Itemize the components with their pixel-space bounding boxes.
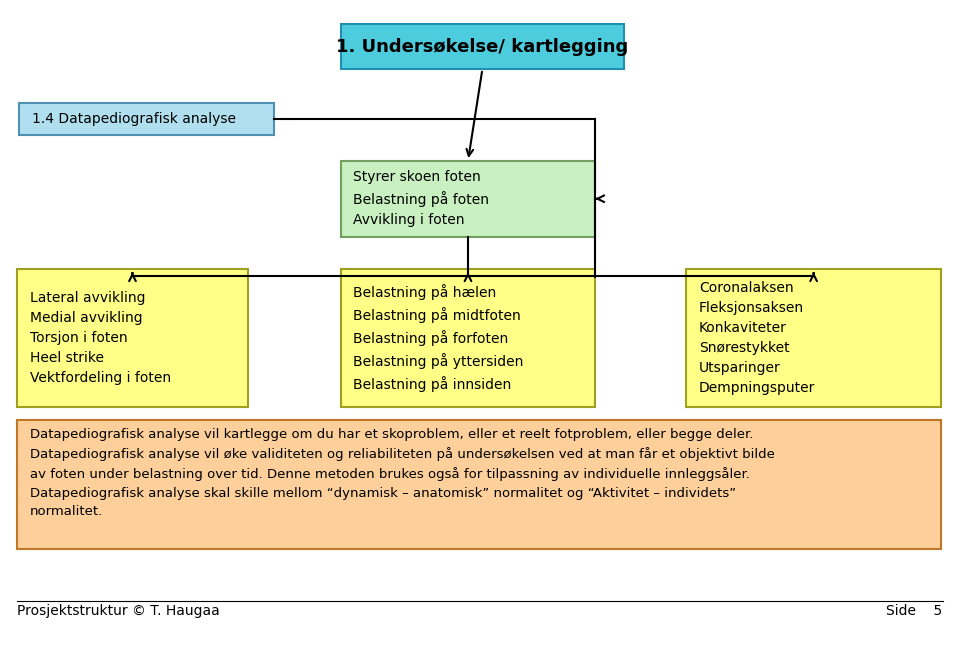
- FancyBboxPatch shape: [341, 24, 624, 69]
- FancyBboxPatch shape: [341, 161, 595, 237]
- Text: Datapediografisk analyse vil kartlegge om du har et skoproblem, eller et reelt f: Datapediografisk analyse vil kartlegge o…: [30, 428, 775, 518]
- FancyBboxPatch shape: [17, 420, 941, 549]
- Text: Prosjektstruktur © T. Haugaa: Prosjektstruktur © T. Haugaa: [17, 604, 220, 618]
- Text: Belastning på hælen
Belastning på midtfoten
Belastning på forfoten
Belastning på: Belastning på hælen Belastning på midtfo…: [353, 284, 523, 392]
- Text: Lateral avvikling
Medial avvikling
Torsjon i foten
Heel strike
Vektfordeling i f: Lateral avvikling Medial avvikling Torsj…: [30, 291, 171, 386]
- Text: Coronalaksen
Fleksjonsaksen
Konkaviteter
Snørestykket
Utsparinger
Dempningsputer: Coronalaksen Fleksjonsaksen Konkaviteter…: [699, 281, 815, 396]
- FancyBboxPatch shape: [686, 269, 941, 407]
- FancyBboxPatch shape: [19, 103, 274, 135]
- Text: Side    5: Side 5: [886, 604, 943, 618]
- Text: 1.4 Datapediografisk analyse: 1.4 Datapediografisk analyse: [32, 112, 236, 126]
- Text: Styrer skoen foten
Belastning på foten
Avvikling i foten: Styrer skoen foten Belastning på foten A…: [353, 170, 490, 227]
- Text: 1. Undersøkelse/ kartlegging: 1. Undersøkelse/ kartlegging: [336, 37, 629, 56]
- FancyBboxPatch shape: [341, 269, 595, 407]
- FancyBboxPatch shape: [17, 269, 248, 407]
